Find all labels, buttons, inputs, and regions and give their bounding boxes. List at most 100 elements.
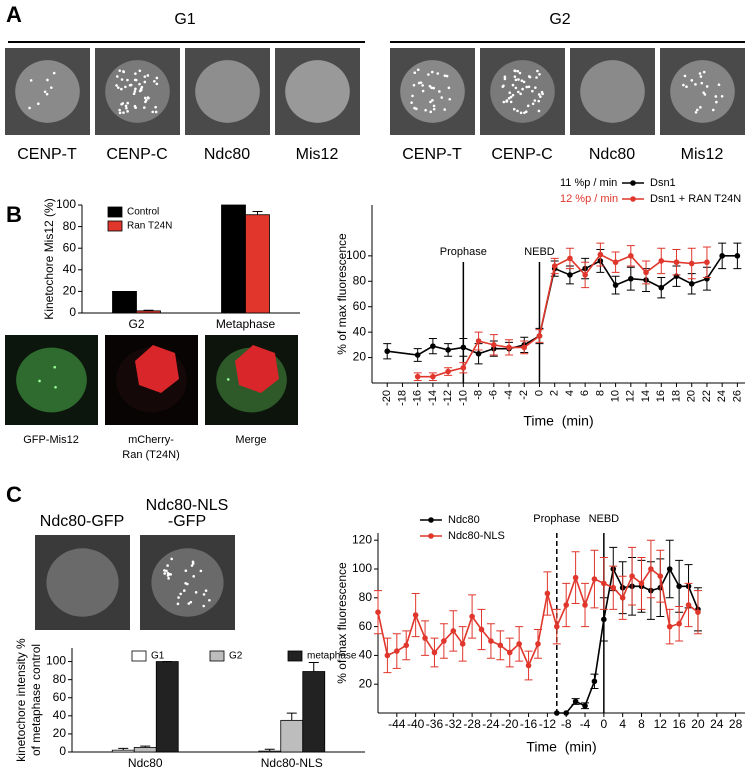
x-tick-label: G2	[128, 317, 144, 331]
spot	[524, 110, 528, 114]
y-tick-label: 60	[53, 690, 67, 704]
x-tick-label: -2	[518, 390, 530, 400]
spot	[503, 75, 507, 79]
spot	[184, 581, 187, 585]
x-tick-label: -16	[520, 717, 538, 731]
spot	[509, 100, 513, 104]
data-point	[582, 703, 588, 709]
rate-label: 12 %p / min	[560, 193, 618, 205]
data-point	[657, 573, 664, 579]
spot	[432, 107, 436, 111]
x-tick-label: -18	[396, 390, 408, 406]
image-label: Mis12	[681, 146, 724, 163]
data-point	[719, 253, 725, 259]
bar	[155, 661, 179, 753]
spot	[690, 79, 694, 82]
legend-marker	[428, 517, 434, 523]
data-point	[459, 641, 466, 647]
y-tick-label: 20	[53, 726, 67, 740]
cell	[400, 60, 465, 123]
x-tick-label: -8	[561, 717, 572, 731]
data-point	[643, 269, 649, 276]
phase-label: NEBD	[589, 513, 620, 525]
data-point	[628, 275, 634, 282]
data-point	[536, 333, 543, 339]
data-point	[685, 602, 692, 608]
x-tick-label: 4	[619, 717, 626, 731]
y-tick-label: 100	[56, 197, 76, 211]
data-point	[591, 678, 598, 685]
data-point	[497, 642, 504, 649]
cell	[285, 60, 350, 123]
x-axis-label: Time (min)	[526, 739, 596, 755]
y-tick-label: 100	[346, 248, 366, 262]
data-point	[490, 342, 497, 348]
spot	[163, 572, 166, 575]
spot	[714, 95, 718, 98]
data-point	[384, 652, 391, 659]
legend-label: Dsn1	[650, 177, 676, 189]
spot	[226, 378, 230, 381]
error-bar	[308, 661, 319, 672]
image-label: Mis12	[296, 146, 339, 163]
spot	[429, 110, 433, 114]
spot	[410, 101, 413, 104]
spot	[698, 72, 702, 75]
spot	[512, 107, 516, 111]
x-tick-label: -24	[482, 717, 500, 731]
image-label: Ndc80	[589, 146, 635, 163]
data-point	[445, 347, 451, 353]
data-point	[441, 638, 447, 644]
image-label: Ndc80	[204, 146, 250, 163]
spot	[717, 83, 721, 87]
x-tick-label: -6	[488, 390, 500, 400]
error-bar	[140, 745, 151, 748]
bar	[136, 310, 161, 314]
spot	[118, 108, 121, 112]
x-tick-label: -20	[381, 390, 393, 406]
spot	[430, 86, 433, 90]
spot	[120, 102, 123, 106]
spot	[118, 111, 122, 115]
data-point	[695, 609, 701, 615]
spot	[715, 100, 718, 104]
x-tick-label: 24	[716, 390, 728, 402]
bar	[112, 290, 137, 314]
data-point	[475, 338, 482, 344]
data-point	[688, 260, 695, 267]
data-point	[612, 259, 619, 266]
y-tick-label: 40	[353, 324, 367, 338]
spot	[122, 111, 125, 114]
legend-swatch	[107, 206, 123, 218]
data-point	[460, 344, 467, 351]
spot	[421, 84, 424, 87]
x-tick-label: -32	[445, 717, 463, 731]
x-tick-label: 8	[638, 717, 645, 731]
bar	[245, 214, 270, 314]
spot	[503, 77, 507, 81]
x-tick-label: -4	[503, 390, 515, 400]
y-tick-label: 80	[63, 219, 77, 233]
spot	[537, 93, 541, 96]
spot	[151, 110, 155, 114]
data-point	[535, 641, 541, 647]
spot	[139, 88, 143, 92]
data-point	[412, 612, 419, 618]
data-point	[610, 584, 617, 591]
spot	[45, 92, 49, 96]
spot	[525, 85, 529, 89]
spot	[46, 78, 49, 82]
spot	[416, 68, 420, 72]
spot	[38, 379, 41, 383]
image-label: mCherry-	[128, 434, 174, 446]
spot	[118, 69, 122, 72]
x-tick-label: 8	[594, 390, 606, 396]
spot	[519, 111, 523, 115]
spot	[194, 591, 198, 594]
spot	[514, 78, 518, 82]
spot	[202, 593, 206, 596]
y-tick-label: 100	[46, 654, 66, 668]
image-label: CENP-C	[491, 146, 552, 163]
cell	[195, 60, 260, 123]
image-label: Ndc80-GFP	[40, 513, 124, 530]
